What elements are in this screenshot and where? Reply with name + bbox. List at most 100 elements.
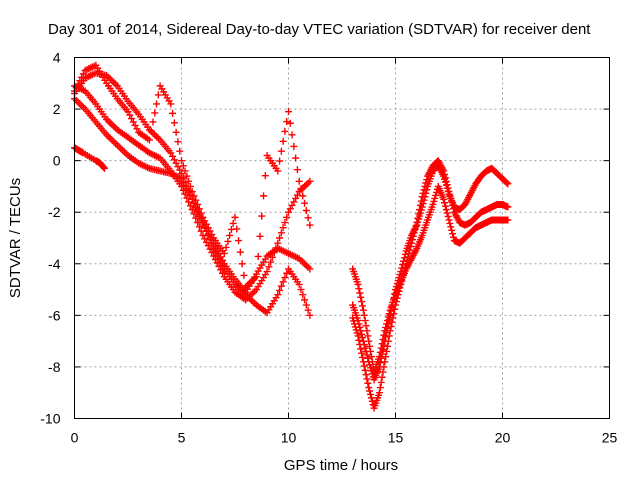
- data-point: [304, 214, 312, 222]
- data-point: [178, 182, 185, 190]
- x-tick-label: 20: [495, 430, 511, 446]
- data-point: [364, 332, 372, 340]
- data-point: [277, 229, 285, 237]
- data-point: [362, 371, 370, 379]
- data-point: [444, 213, 452, 221]
- data-point: [279, 278, 287, 286]
- data-point: [297, 286, 305, 294]
- data-point: [411, 225, 419, 233]
- data-point: [145, 136, 153, 144]
- data-point: [263, 268, 271, 276]
- data-point: [270, 249, 278, 257]
- data-point: [408, 239, 416, 247]
- data-point: [100, 164, 108, 172]
- data-point: [443, 209, 451, 217]
- data-point: [355, 336, 363, 344]
- data-point: [356, 289, 364, 297]
- y-tick-label: -4: [48, 256, 61, 272]
- data-point: [192, 196, 200, 204]
- data-point: [100, 164, 108, 172]
- data-point: [299, 192, 307, 200]
- data-point: [277, 282, 285, 290]
- data-point: [362, 322, 370, 330]
- data-point: [359, 334, 367, 342]
- data-point: [226, 231, 234, 239]
- data-point: [283, 118, 291, 126]
- grid-lines: [74, 57, 610, 419]
- data-point: [279, 224, 287, 232]
- data-point: [286, 119, 294, 127]
- data-point: [361, 366, 369, 374]
- data-point: [359, 358, 367, 366]
- data-point: [240, 271, 248, 279]
- data-point: [235, 237, 243, 245]
- data-point: [354, 332, 362, 340]
- data-point: [174, 138, 182, 146]
- data-point: [357, 293, 365, 301]
- plot-frame: [74, 57, 610, 419]
- data-point: [197, 209, 205, 217]
- data-point: [358, 349, 366, 357]
- data-point: [208, 240, 216, 248]
- data-point: [365, 384, 373, 392]
- data-point: [178, 157, 185, 165]
- data-point: [449, 233, 457, 241]
- data-point: [378, 340, 386, 348]
- data-point: [355, 285, 363, 293]
- data-point: [358, 330, 366, 338]
- data-point: [190, 192, 198, 200]
- data-point: [503, 179, 511, 187]
- y-tick-label: 4: [53, 50, 61, 66]
- data-point: [441, 170, 449, 178]
- data-point: [361, 344, 369, 352]
- data-point: [176, 147, 184, 155]
- data-point: [179, 162, 187, 170]
- data-point: [224, 237, 232, 245]
- data-point: [274, 239, 282, 247]
- data-point: [378, 373, 386, 381]
- data-point: [170, 119, 178, 127]
- data-point: [204, 231, 212, 239]
- data-point: [186, 182, 194, 190]
- data-point: [359, 353, 367, 361]
- data-point: [384, 337, 392, 345]
- data-point: [360, 362, 368, 370]
- data-point: [306, 177, 314, 185]
- data-point: [169, 109, 177, 117]
- data-point: [293, 166, 301, 174]
- data-point: [188, 188, 196, 196]
- data-point: [418, 193, 426, 201]
- data-point: [420, 186, 428, 194]
- data-point: [381, 327, 389, 335]
- data-point: [290, 142, 298, 150]
- data-point: [283, 213, 291, 221]
- y-tick-label: -6: [48, 307, 61, 323]
- data-point: [295, 177, 303, 185]
- data-point: [359, 302, 367, 310]
- data-point: [281, 127, 289, 135]
- data-point: [413, 219, 421, 227]
- data-point: [419, 189, 427, 197]
- data-point: [179, 186, 187, 194]
- data-point: [383, 317, 391, 325]
- data-point: [421, 182, 429, 190]
- data-point: [229, 219, 237, 227]
- x-tick-label: 10: [281, 430, 297, 446]
- data-point: [288, 131, 296, 139]
- data-point: [260, 192, 268, 200]
- data-point: [415, 210, 423, 218]
- data-point: [367, 347, 375, 355]
- data-point: [444, 184, 452, 192]
- data-point: [388, 318, 396, 326]
- data-point: [423, 176, 431, 184]
- data-point: [233, 225, 241, 233]
- data-point: [383, 320, 391, 328]
- data-point: [379, 335, 387, 343]
- data-point: [281, 219, 289, 227]
- data-point: [188, 206, 196, 214]
- data-point: [383, 347, 391, 355]
- data-point: [252, 273, 260, 281]
- data-point: [447, 194, 455, 202]
- data-point: [254, 252, 262, 260]
